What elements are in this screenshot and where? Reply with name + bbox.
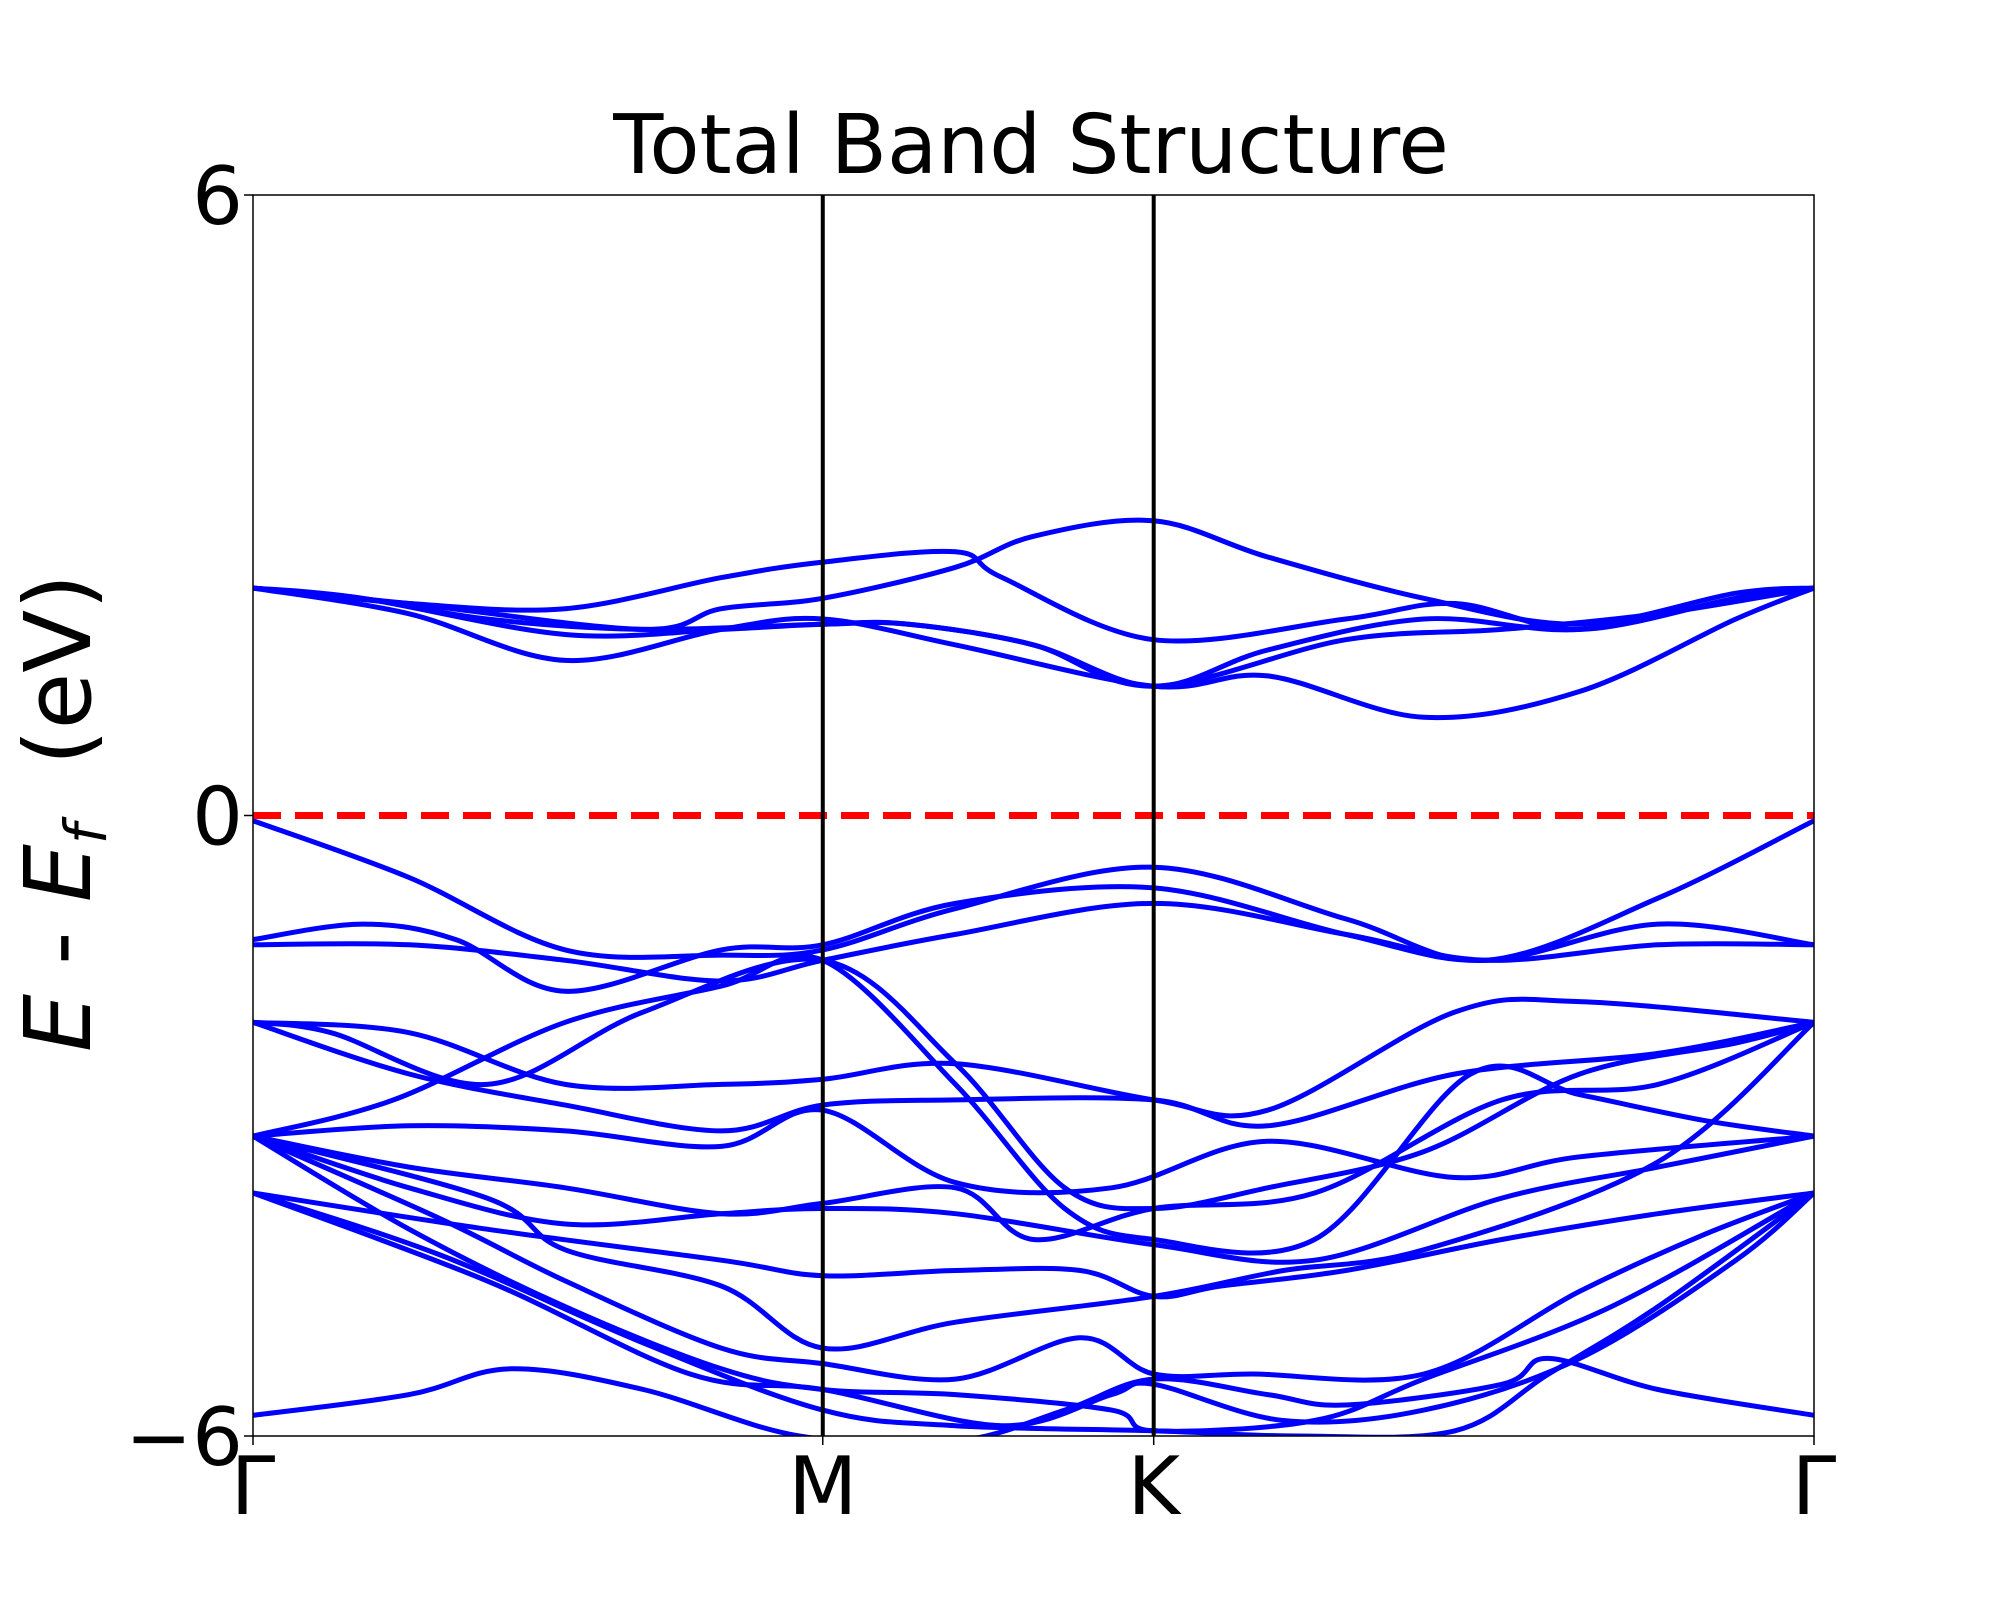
band-lines	[253, 517, 1814, 1436]
band-line-2	[253, 585, 1814, 689]
y-tick-label-2: −6	[125, 1391, 243, 1484]
y-axis-label-ef: E	[5, 844, 112, 902]
x-tick-label-3: Γ	[1792, 1440, 1837, 1533]
band-line-14	[253, 1019, 1814, 1243]
y-tick-label-1: 0	[192, 771, 243, 864]
band-line-18	[253, 1133, 1814, 1383]
band-line-1	[253, 585, 1814, 721]
y-axis-label-unit: (eV)	[5, 574, 112, 824]
y-tick-labels: 6 0 −6	[125, 150, 253, 1484]
band-line-3	[253, 585, 1814, 689]
svg-text:E - Ef (eV): E - Ef (eV)	[5, 574, 120, 1052]
band-line-11	[253, 1019, 1814, 1134]
band-line-10	[253, 956, 1814, 1212]
y-axis-label-dash: -	[5, 902, 112, 994]
band-line-4	[253, 517, 1814, 632]
band-line-16	[253, 1190, 1814, 1300]
y-axis-label: E - Ef (eV)	[5, 574, 120, 1052]
band-line-13	[253, 1107, 1814, 1196]
band-line-17	[253, 1020, 1814, 1352]
y-axis-label-e: E	[5, 994, 112, 1052]
y-tick-label-0: 6	[192, 150, 243, 243]
band-line-5	[253, 548, 1814, 644]
plot-frame	[252, 194, 1815, 1437]
x-tick-label-0: Γ	[231, 1440, 276, 1533]
band-line-7	[253, 884, 1814, 994]
x-tick-label-1: M	[788, 1440, 857, 1533]
band-line-22	[253, 1190, 1814, 1429]
band-line-9	[253, 996, 1814, 1119]
kpoint-lines	[820, 195, 1156, 1436]
x-tick-label-2: K	[1127, 1440, 1182, 1533]
chart-title: Total Band Structure	[612, 98, 1449, 193]
band-line-8	[253, 900, 1814, 984]
